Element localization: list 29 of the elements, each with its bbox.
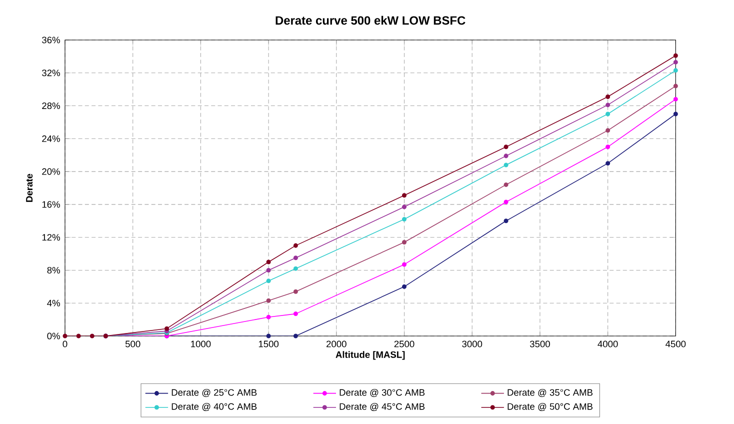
legend-label: Derate @ 35°C AMB (508, 388, 593, 397)
y-tick-label: 16% (42, 201, 60, 208)
x-tick-label: 2500 (394, 340, 414, 348)
chart-title: Derate curve 500 ekW LOW BSFC (276, 16, 466, 25)
x-tick-label: 3000 (462, 340, 482, 348)
y-tick-label: 4% (47, 300, 60, 306)
y-tick-label: 12% (42, 234, 60, 241)
y-tick-label: 36% (42, 36, 60, 44)
x-axis-title: Altitude [MASL] (336, 351, 405, 360)
legend-label: Derate @ 40°C AMB (172, 402, 257, 412)
x-tick-label: 4000 (598, 340, 618, 348)
x-tick-label: 1000 (191, 340, 211, 348)
legend-label: Derate @ 30°C AMB (340, 388, 425, 397)
legend-label: Derate @ 50°C AMB (508, 402, 593, 412)
y-tick-label: 8% (47, 266, 60, 274)
y-tick-label: 28% (42, 102, 60, 110)
x-tick-label: 1500 (258, 340, 279, 348)
x-tick-label: 500 (125, 340, 140, 348)
y-axis-title: Derate (26, 174, 33, 202)
legend-label: Derate @ 45°C AMB (340, 402, 425, 412)
y-tick-label: 0% (47, 332, 60, 340)
x-tick-label: 0 (62, 340, 68, 348)
y-tick-label: 32% (42, 70, 60, 76)
y-tick-label: 20% (42, 168, 60, 175)
legend-label: Derate @ 25°C AMB (172, 388, 257, 397)
x-tick-label: 4500 (666, 340, 686, 348)
y-tick-label: 24% (42, 135, 60, 142)
x-tick-label: 3500 (530, 340, 550, 348)
x-tick-label: 2000 (326, 340, 346, 348)
